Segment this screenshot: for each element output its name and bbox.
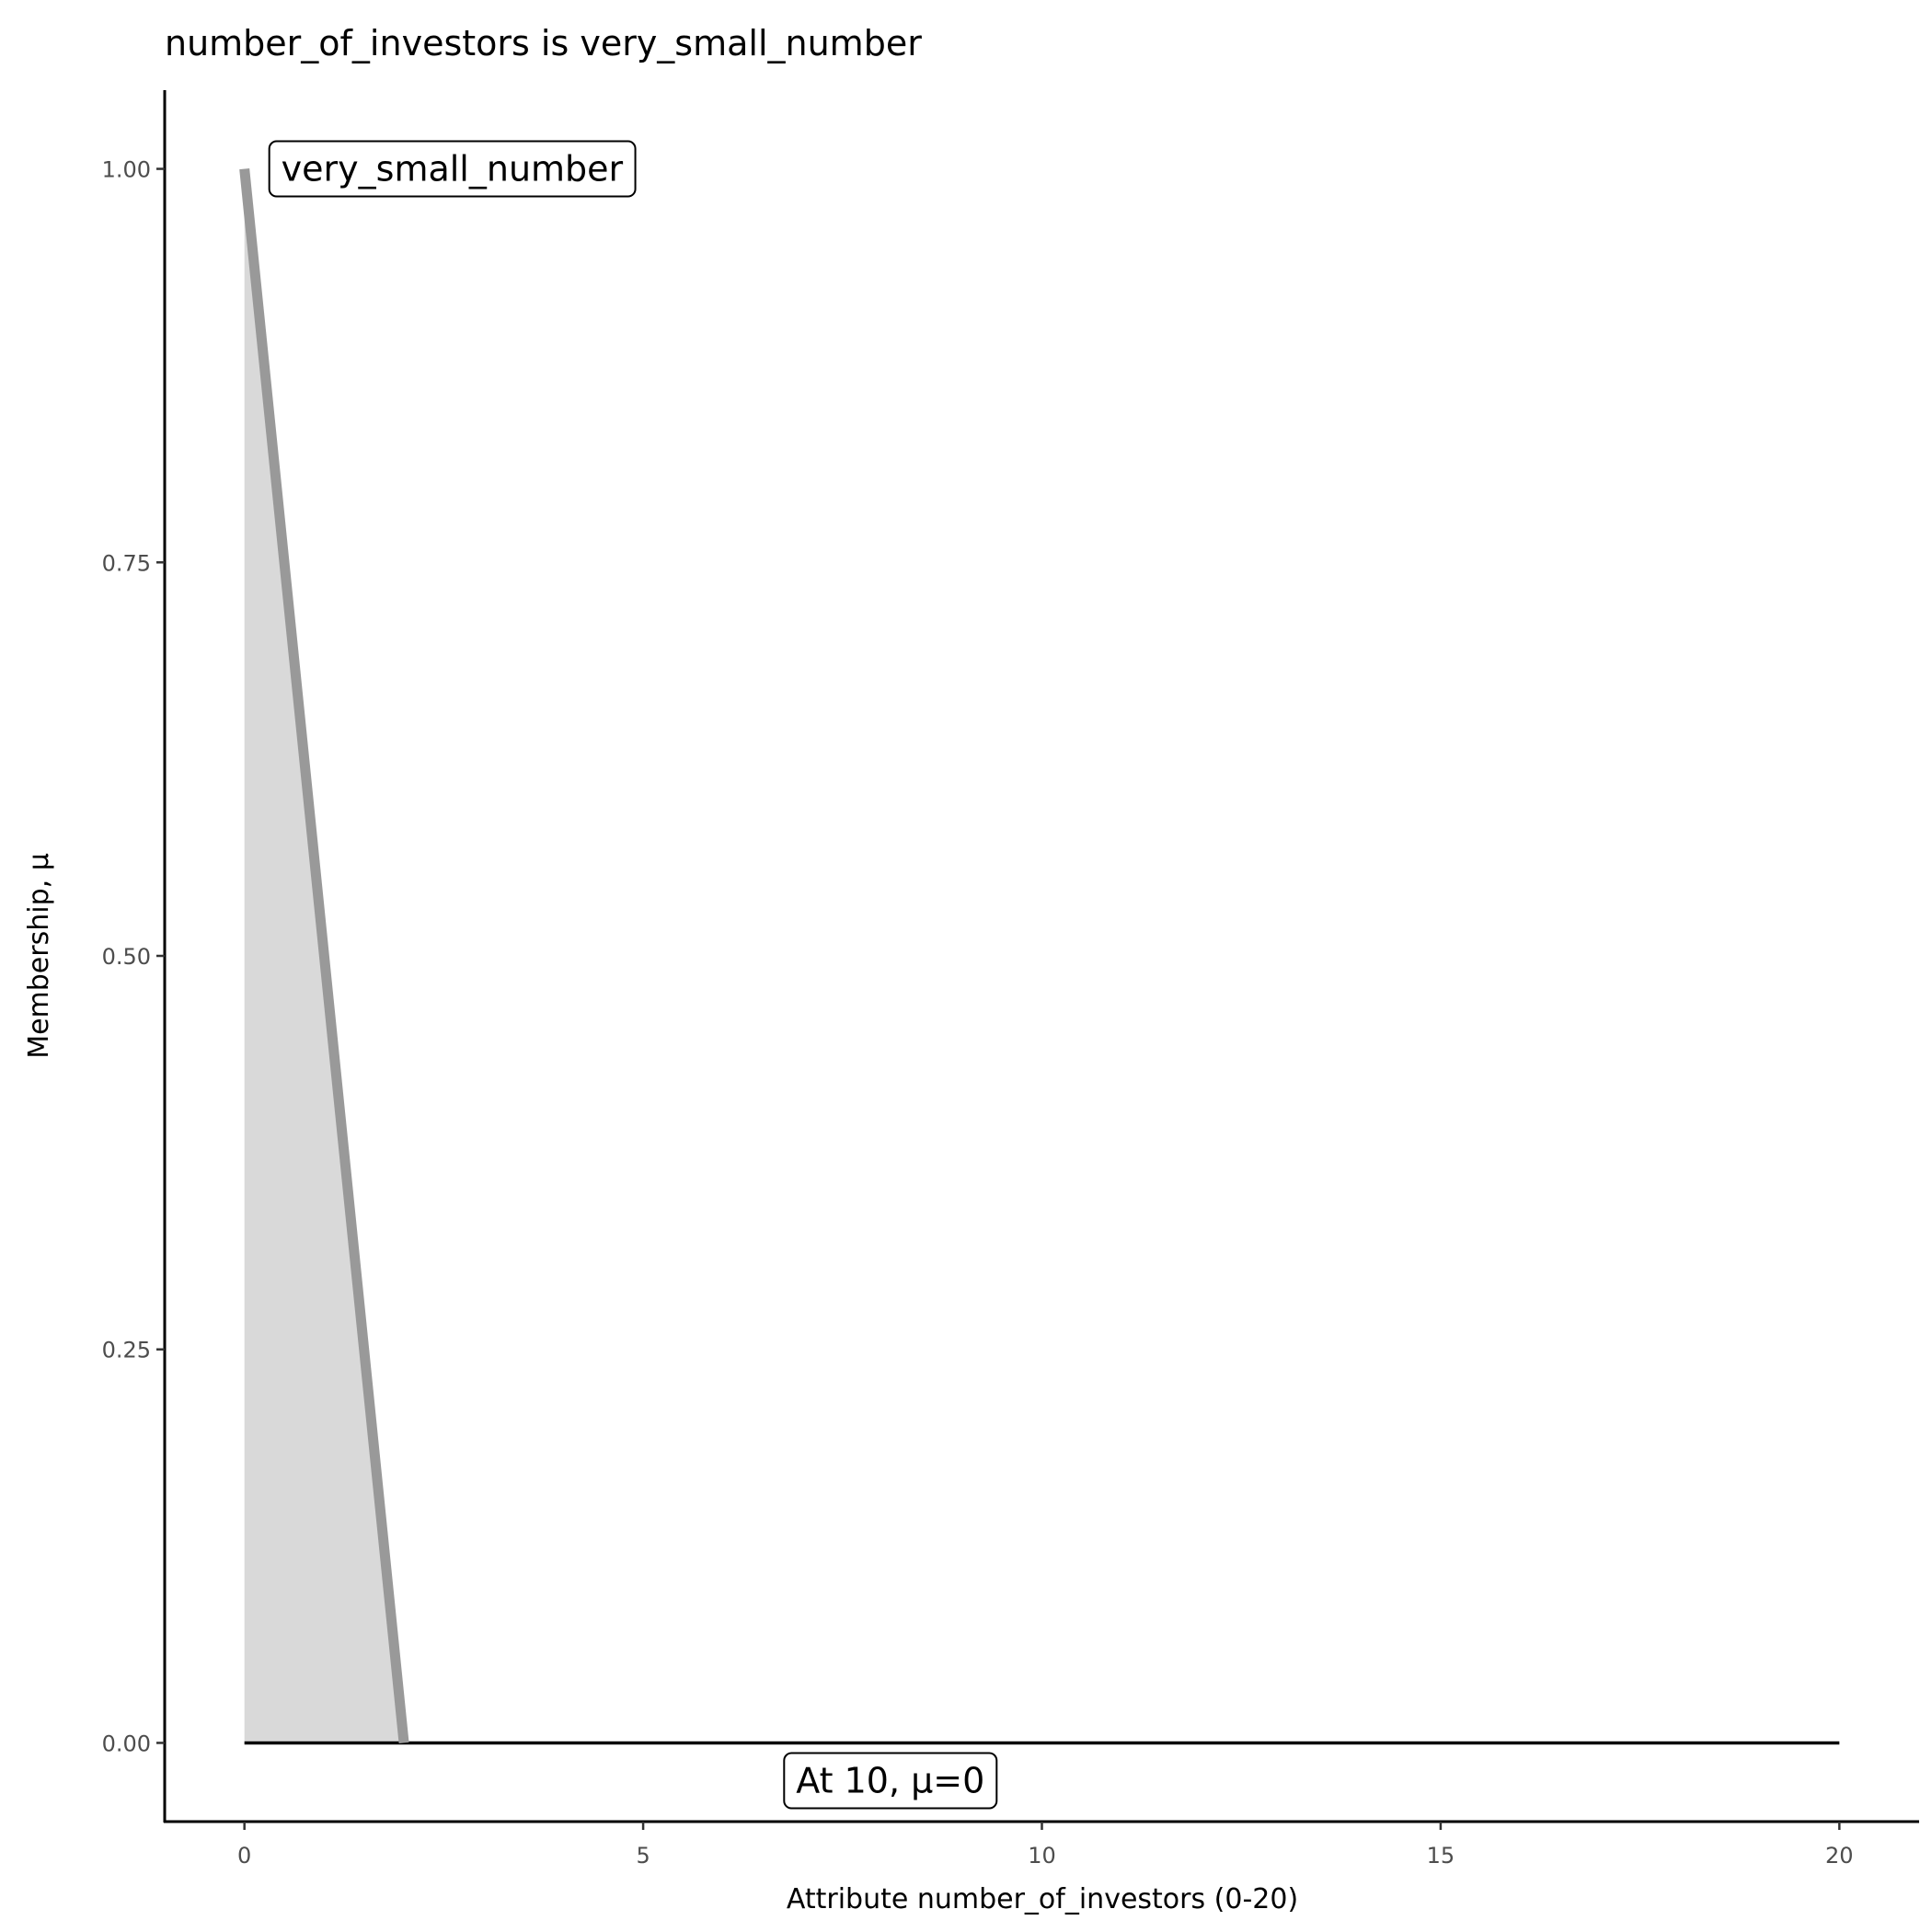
x-tick-label: 5 xyxy=(636,1843,650,1869)
annotation-label: At 10, μ=0 xyxy=(783,1752,998,1810)
x-tick-label: 0 xyxy=(237,1843,251,1869)
annotation-text: At 10, μ=0 xyxy=(796,1761,984,1801)
annotation-label: very_small_number xyxy=(268,140,637,198)
plot-area: very_small_number At 10, μ=0 xyxy=(239,140,1840,1810)
y-tick-label: 1.00 xyxy=(102,157,151,183)
x-tick-label: 10 xyxy=(1028,1843,1056,1869)
annotation-text: very_small_number xyxy=(282,149,624,190)
x-tick-label: 15 xyxy=(1427,1843,1455,1869)
y-tick-label: 0.00 xyxy=(102,1731,151,1756)
y-tick-label: 0.75 xyxy=(102,550,151,576)
annotation-box xyxy=(268,140,637,198)
annotation-box xyxy=(783,1752,998,1810)
x-ticks: 0 5 10 15 20 xyxy=(237,1822,1854,1869)
y-tick-label: 0.50 xyxy=(102,944,151,970)
chart-title: number_of_investors is very_small_number xyxy=(165,23,922,63)
y-tick-label: 0.25 xyxy=(102,1338,151,1363)
y-ticks: 0.00 0.25 0.50 0.75 1.00 xyxy=(102,157,165,1756)
x-tick-label: 20 xyxy=(1825,1843,1854,1869)
membership-line xyxy=(239,167,409,1744)
x-axis-title: Attribute number_of_investors (0-20) xyxy=(787,1883,1298,1915)
y-axis-title: Membership, μ xyxy=(23,853,55,1059)
